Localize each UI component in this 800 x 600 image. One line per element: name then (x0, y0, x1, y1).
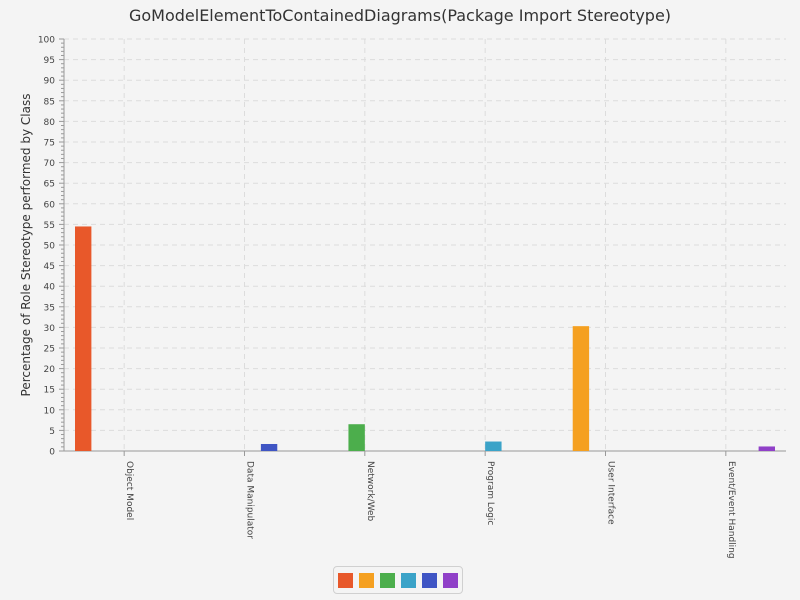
legend-swatch (380, 572, 395, 588)
bar (260, 443, 278, 451)
y-tick-label: 45 (44, 262, 55, 272)
y-tick-label: 25 (44, 345, 55, 355)
x-tick-label: Data Manipulator (245, 461, 255, 539)
y-tick-label: 100 (38, 36, 55, 46)
x-tick-label: Event/Event Handling (726, 461, 736, 559)
x-tick-label: User Interface (606, 461, 616, 525)
y-tick-label: 5 (49, 427, 55, 437)
chart-title: GoModelElementToContainedDiagrams(Packag… (128, 6, 672, 25)
legend-swatch (401, 572, 416, 588)
bar (75, 226, 92, 451)
y-tick-label: 75 (44, 139, 55, 149)
legend-swatch (359, 572, 374, 588)
y-tick-label: 65 (44, 180, 55, 190)
y-tick-label: 85 (44, 97, 55, 107)
x-tick-label: Network/Web (365, 461, 375, 522)
y-tick-label: 70 (44, 159, 56, 169)
y-tick-label: 10 (44, 406, 56, 416)
x-tick-label: Program Logic (485, 461, 495, 525)
x-tick-label: Object Model (124, 461, 134, 520)
bar (572, 326, 590, 451)
legend (333, 566, 463, 594)
y-tick-label: 15 (44, 386, 55, 396)
y-tick-label: 35 (44, 303, 55, 313)
y-tick-label: 40 (44, 283, 56, 293)
y-tick-label: 20 (44, 365, 56, 375)
legend-swatch (443, 572, 458, 588)
y-tick-label: 50 (44, 242, 56, 252)
y-axis-label: Percentage of Role Stereotype performed … (19, 94, 33, 397)
y-tick-label: 30 (44, 324, 56, 334)
legend-swatch (422, 572, 437, 588)
y-tick-label: 55 (44, 221, 55, 231)
y-tick-label: 90 (44, 77, 56, 87)
y-tick-label: 80 (44, 118, 56, 128)
bar (758, 446, 775, 451)
bar (348, 424, 365, 451)
y-tick-label: 0 (49, 448, 55, 458)
legend-swatch (338, 572, 353, 588)
y-tick-label: 95 (44, 56, 55, 66)
bar (485, 441, 502, 451)
y-tick-label: 60 (44, 200, 56, 210)
